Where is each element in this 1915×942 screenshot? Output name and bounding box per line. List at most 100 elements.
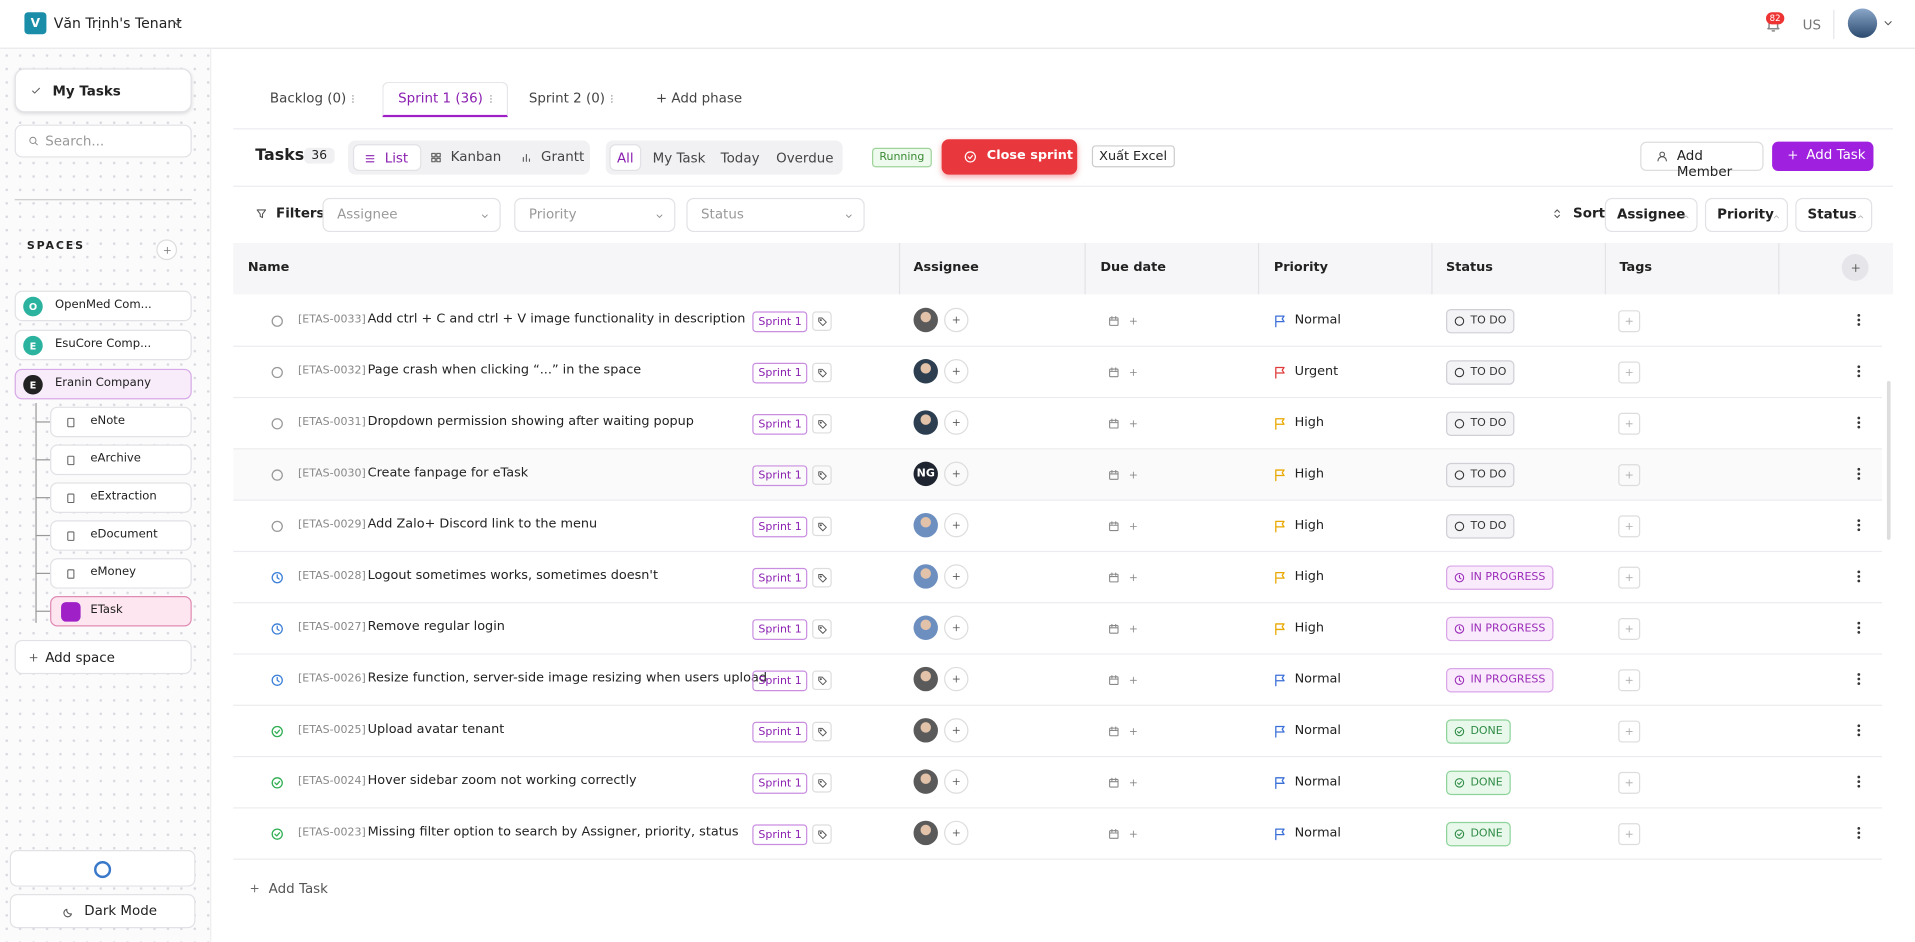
task-row[interactable]: [ETAS-0025] Upload avatar tenant Sprint 1 N…	[233, 706, 1883, 758]
space-item[interactable]: E EsuCore Comp...	[14, 329, 192, 361]
quick-filter[interactable]: All	[609, 144, 642, 171]
add-assignee[interactable]	[944, 359, 969, 384]
phase-tab[interactable]: Sprint 2 (0)	[528, 90, 606, 107]
filter-select[interactable]: Status	[686, 197, 865, 233]
phase-tab[interactable]: Sprint 1 (36)	[398, 90, 483, 107]
task-row[interactable]: [ETAS-0029] Add Zalo+ Discord link to the…	[233, 501, 1883, 553]
export-button[interactable]: Xuất Excel	[1091, 145, 1175, 168]
tenant-name[interactable]: Văn Trịnh's Tenant	[53, 14, 182, 32]
add-tag[interactable]	[1618, 412, 1641, 435]
task-row[interactable]: [ETAS-0026] Resize function, server-side …	[233, 655, 1883, 706]
dark-mode-toggle[interactable]: Dark Mode	[9, 893, 196, 929]
tag-button[interactable]	[812, 619, 832, 639]
sort-field[interactable]: Assignee	[1604, 197, 1698, 233]
task-row[interactable]: [ETAS-0027] Remove regular login Sprint 1 H…	[233, 603, 1883, 655]
subspace-item[interactable]: eDocument	[50, 520, 192, 551]
add-assignee[interactable]	[944, 410, 969, 435]
status-badge[interactable]: IN PROGRESS	[1446, 565, 1554, 590]
status-badge[interactable]: TO DO	[1446, 360, 1515, 385]
quick-filter[interactable]: Overdue	[776, 149, 834, 166]
add-column-button[interactable]	[1841, 254, 1869, 281]
add-phase[interactable]: + Add phase	[655, 90, 743, 107]
add-tag[interactable]	[1618, 566, 1641, 589]
tag-button[interactable]	[812, 824, 832, 844]
task-row[interactable]: [ETAS-0028] Logout sometimes works, somet…	[233, 552, 1883, 604]
add-task-row[interactable]: Add Task	[233, 870, 1893, 907]
add-assignee[interactable]	[944, 769, 969, 794]
task-row[interactable]: [ETAS-0030] Create fanpage for eTask Sprin…	[233, 449, 1883, 501]
language[interactable]: US	[1802, 17, 1822, 33]
status-badge[interactable]: IN PROGRESS	[1446, 668, 1554, 693]
view-button[interactable]: List	[352, 144, 422, 171]
tag-button[interactable]	[812, 567, 832, 588]
add-member-button[interactable]: Add Member	[1640, 141, 1764, 180]
tag-button[interactable]	[812, 311, 832, 331]
add-space-button[interactable]	[156, 239, 178, 261]
add-tag[interactable]	[1618, 310, 1641, 333]
add-assignee[interactable]	[944, 461, 969, 487]
app-logo[interactable]	[9, 850, 196, 887]
subspace-item[interactable]: eExtraction	[50, 482, 192, 513]
status-badge[interactable]: DONE	[1446, 821, 1512, 847]
add-tag[interactable]	[1618, 771, 1641, 794]
quick-filter[interactable]: Today	[720, 149, 760, 166]
tag-button[interactable]	[812, 670, 832, 691]
my-tasks[interactable]: My Tasks	[14, 68, 192, 113]
status-badge[interactable]: TO DO	[1446, 514, 1515, 539]
subspace-item[interactable]: eNote	[50, 406, 192, 438]
phase-tab[interactable]: Backlog (0)	[269, 90, 347, 107]
filter-select[interactable]: Priority	[514, 197, 676, 233]
add-assignee[interactable]	[944, 666, 969, 692]
status-badge[interactable]: TO DO	[1446, 308, 1515, 334]
add-tag[interactable]	[1618, 361, 1641, 384]
task-row[interactable]: [ETAS-0023] Missing filter option to sear…	[233, 809, 1883, 860]
user-avatar[interactable]	[1847, 8, 1878, 38]
filter-select[interactable]: Assignee	[322, 197, 501, 233]
status-badge[interactable]: IN PROGRESS	[1446, 616, 1554, 642]
status-icon	[270, 776, 285, 791]
quick-filter[interactable]: My Task	[652, 149, 706, 166]
add-assignee[interactable]	[944, 512, 969, 538]
tag-button[interactable]	[812, 516, 832, 537]
tag-button[interactable]	[812, 414, 832, 434]
add-tag[interactable]	[1618, 464, 1641, 487]
add-tag[interactable]	[1618, 823, 1641, 846]
search-input[interactable]: Search...	[14, 124, 192, 158]
status-badge[interactable]: TO DO	[1446, 462, 1515, 488]
label: List	[384, 150, 409, 167]
add-task-button[interactable]: Add Task	[1772, 141, 1874, 171]
tag-button[interactable]	[812, 362, 832, 383]
status-badge[interactable]: DONE	[1446, 770, 1512, 796]
task-row[interactable]: [ETAS-0024] Hover sidebar zoom not workin…	[233, 757, 1883, 809]
view-button[interactable]: Grantt	[511, 144, 587, 171]
add-assignee[interactable]	[944, 718, 969, 743]
add-assignee[interactable]	[944, 307, 969, 333]
tag-button[interactable]	[812, 773, 832, 793]
task-row[interactable]: [ETAS-0031] Dropdown permission showing a…	[233, 398, 1883, 450]
view-button[interactable]: Kanban	[420, 144, 501, 171]
subspace-item[interactable]: eMoney	[50, 558, 192, 589]
task-row[interactable]: [ETAS-0032] Page crash when clicking “...…	[233, 347, 1883, 399]
due-date-icon	[1108, 623, 1120, 635]
add-tag[interactable]	[1618, 617, 1641, 640]
status-badge[interactable]: DONE	[1446, 719, 1512, 744]
add-assignee[interactable]	[944, 615, 969, 640]
sort-field[interactable]: Priority	[1704, 197, 1788, 233]
close-sprint-button[interactable]: Close sprint	[941, 139, 1078, 175]
add-tag[interactable]	[1618, 669, 1641, 692]
task-row[interactable]: [ETAS-0033] Add ctrl + C and ctrl + V ima…	[233, 296, 1883, 347]
add-assignee[interactable]	[944, 564, 969, 589]
add-assignee[interactable]	[944, 820, 969, 846]
space-item[interactable]: O OpenMed Com...	[14, 290, 192, 322]
add-space[interactable]: Add space	[14, 639, 192, 675]
tag-button[interactable]	[812, 721, 832, 742]
subspace-item[interactable]: ETask	[50, 595, 192, 627]
status-badge[interactable]: TO DO	[1446, 411, 1515, 437]
sort-field[interactable]: Status	[1795, 197, 1873, 233]
subspace-item[interactable]: eArchive	[50, 444, 192, 476]
status: IN PROGRESS	[1470, 622, 1546, 636]
add-tag[interactable]	[1618, 720, 1641, 743]
space-item[interactable]: E Eranin Company	[14, 368, 192, 400]
add-tag[interactable]	[1618, 515, 1641, 538]
tag-button[interactable]	[812, 465, 832, 485]
